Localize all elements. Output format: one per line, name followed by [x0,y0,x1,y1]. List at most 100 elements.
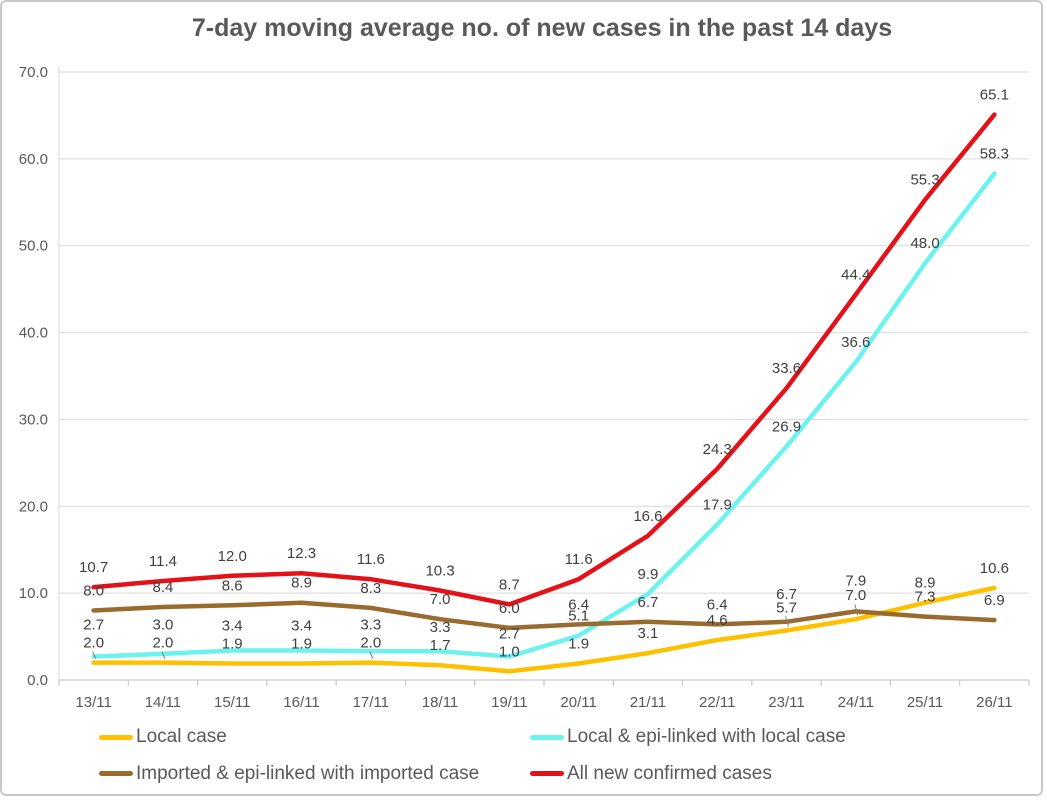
data-label-local-epi-linked-with-local-case: 26.9 [772,418,801,435]
data-label-imported-epi-linked-with-imported-case: 8.6 [222,577,243,594]
series-line-all-new-confirmed-cases [91,112,997,607]
data-label-all-new-confirmed-cases: 12.0 [218,548,247,565]
data-label-all-new-confirmed-cases: 11.6 [565,551,593,568]
legend-swatch-imported-epi-linked [99,771,133,777]
legend-item-all-new-confirmed: All new confirmed cases [530,761,846,788]
data-label-local-case: 1.9 [568,635,589,652]
x-axis-tick-label: 18/11 [422,694,458,711]
legend-label-local-epi-linked: Local & epi-linked with local case [567,726,846,747]
data-label-local-epi-linked-with-local-case: 17.9 [703,497,732,514]
label-leader-line [161,651,166,659]
data-label-local-case: 5.7 [776,599,797,616]
data-label-local-case: 2.0 [360,635,381,652]
data-label-local-case: 2.0 [152,635,173,652]
legend-item-local-epi-linked: Local & epi-linked with local case [530,724,846,751]
data-label-local-case: 1.0 [499,643,520,660]
data-label-local-epi-linked-with-local-case: 3.3 [360,617,381,634]
x-axis-tick-label: 26/11 [976,694,1012,711]
label-leader-lines [92,604,859,659]
data-label-local-case: 1.9 [291,635,312,652]
data-label-all-new-confirmed-cases: 44.4 [841,266,870,283]
x-axis-tick-label: 21/11 [630,694,666,711]
data-label-all-new-confirmed-cases: 10.7 [79,559,108,576]
x-axis-tick-label: 22/11 [699,694,735,711]
x-axis-tick-label: 16/11 [283,694,319,711]
legend-swatch-all-new-confirmed [530,771,564,777]
data-labels: 2.0 2.0 1.9 1.9 2.0 1.7 1.0 1.9 3.1 4.6 5.7 7.0 8.9 1… [79,87,1009,661]
label-leader-line [785,616,789,627]
chart-title: 7-day moving average no. of new cases in… [191,14,893,42]
data-label-imported-epi-linked-with-imported-case: 6.9 [984,592,1005,609]
series-line-local-case [91,585,997,674]
data-label-all-new-confirmed-cases: 12.3 [287,545,316,562]
data-label-local-epi-linked-with-local-case: 58.3 [980,146,1009,163]
data-label-imported-epi-linked-with-imported-case: 6.7 [776,586,797,603]
y-axis-tick-label: 0.0 [27,672,48,689]
y-axis-tick-label: 60.0 [19,151,48,168]
data-label-imported-epi-linked-with-imported-case: 8.9 [291,575,312,592]
x-axis-tick-label: 23/11 [768,694,804,711]
data-label-imported-epi-linked-with-imported-case: 7.0 [430,591,451,608]
label-leader-line [92,651,97,659]
data-label-local-epi-linked-with-local-case: 3.4 [222,617,243,634]
y-axis-tick-label: 50.0 [19,238,48,255]
y-axis-labels: 0.0 10.0 20.0 30.0 40.0 50.0 60.0 70.0 [19,64,48,689]
data-label-local-epi-linked-with-local-case: 3.0 [152,617,173,634]
data-label-imported-epi-linked-with-imported-case: 7.3 [915,589,936,606]
y-axis-tick-label: 10.0 [19,585,48,602]
data-label-local-case: 3.1 [637,625,658,642]
data-label-local-case: 8.9 [915,575,936,592]
legend-label-local-case: Local case [136,726,227,747]
data-label-all-new-confirmed-cases: 33.6 [772,360,801,377]
data-label-local-epi-linked-with-local-case: 2.7 [499,625,520,642]
x-axis-tick-label: 13/11 [75,694,111,711]
data-label-imported-epi-linked-with-imported-case: 6.0 [499,600,520,617]
y-axis-tick-label: 40.0 [19,325,48,342]
x-axis-tick-label: 17/11 [353,694,389,711]
y-axis-tick-label: 20.0 [19,498,48,515]
x-axis-tick-label: 25/11 [907,694,943,711]
data-label-all-new-confirmed-cases: 65.1 [980,87,1009,104]
x-axis-tick-label: 14/11 [145,694,181,711]
legend-item-imported-epi-linked: Imported & epi-linked with imported case [99,761,530,788]
data-label-all-new-confirmed-cases: 11.6 [357,551,385,568]
x-axis-labels: 13/11 14/11 15/11 16/11 17/11 18/11 19/11 20/11… [75,694,1012,711]
data-label-local-epi-linked-with-local-case: 48.0 [910,235,939,252]
y-axis-tick-label: 70.0 [19,64,48,81]
data-label-local-epi-linked-with-local-case: 3.4 [291,617,312,634]
data-label-all-new-confirmed-cases: 24.3 [703,441,732,458]
data-label-local-case: 4.6 [707,612,728,629]
data-label-local-epi-linked-with-local-case: 9.9 [637,566,658,583]
data-label-imported-epi-linked-with-imported-case: 6.4 [568,596,589,613]
x-axis-ticks [58,680,1030,686]
data-label-imported-epi-linked-with-imported-case: 6.7 [637,594,658,611]
data-label-imported-epi-linked-with-imported-case: 8.4 [152,579,173,596]
data-label-local-case: 1.7 [430,637,451,654]
legend-swatch-local-epi-linked [530,734,564,740]
data-label-imported-epi-linked-with-imported-case: 8.0 [83,583,104,600]
data-label-all-new-confirmed-cases: 55.3 [910,172,939,189]
legend: Local case Local & epi-linked with local… [99,724,846,787]
x-axis-tick-label: 19/11 [491,694,527,711]
data-label-local-epi-linked-with-local-case: 2.7 [83,617,104,634]
data-label-local-epi-linked-with-local-case: 5.1 [568,608,589,625]
gridlines [59,71,1029,594]
label-leader-line [854,604,859,616]
data-label-all-new-confirmed-cases: 11.4 [149,553,177,570]
data-label-imported-epi-linked-with-imported-case: 8.3 [360,580,381,597]
data-label-imported-epi-linked-with-imported-case: 6.4 [707,596,728,613]
x-axis-tick-label: 24/11 [838,694,874,711]
data-label-local-case: 2.0 [83,635,104,652]
data-label-all-new-confirmed-cases: 10.3 [425,563,454,580]
data-label-local-epi-linked-with-local-case: 36.6 [841,334,870,351]
y-axis-tick-label: 30.0 [19,411,48,428]
x-axis-tick-label: 20/11 [560,694,596,711]
data-label-local-case: 10.6 [980,560,1009,577]
line-chart: 0.0 10.0 20.0 30.0 40.0 50.0 60.0 70.0 13/11 14/1… [19,64,1030,711]
label-leader-line [369,651,374,659]
x-axis-tick-label: 15/11 [214,694,250,711]
series-line-local-epi-linked-with-local-case [91,171,997,659]
data-label-imported-epi-linked-with-imported-case: 7.9 [845,572,866,589]
data-label-all-new-confirmed-cases: 8.7 [499,576,520,593]
